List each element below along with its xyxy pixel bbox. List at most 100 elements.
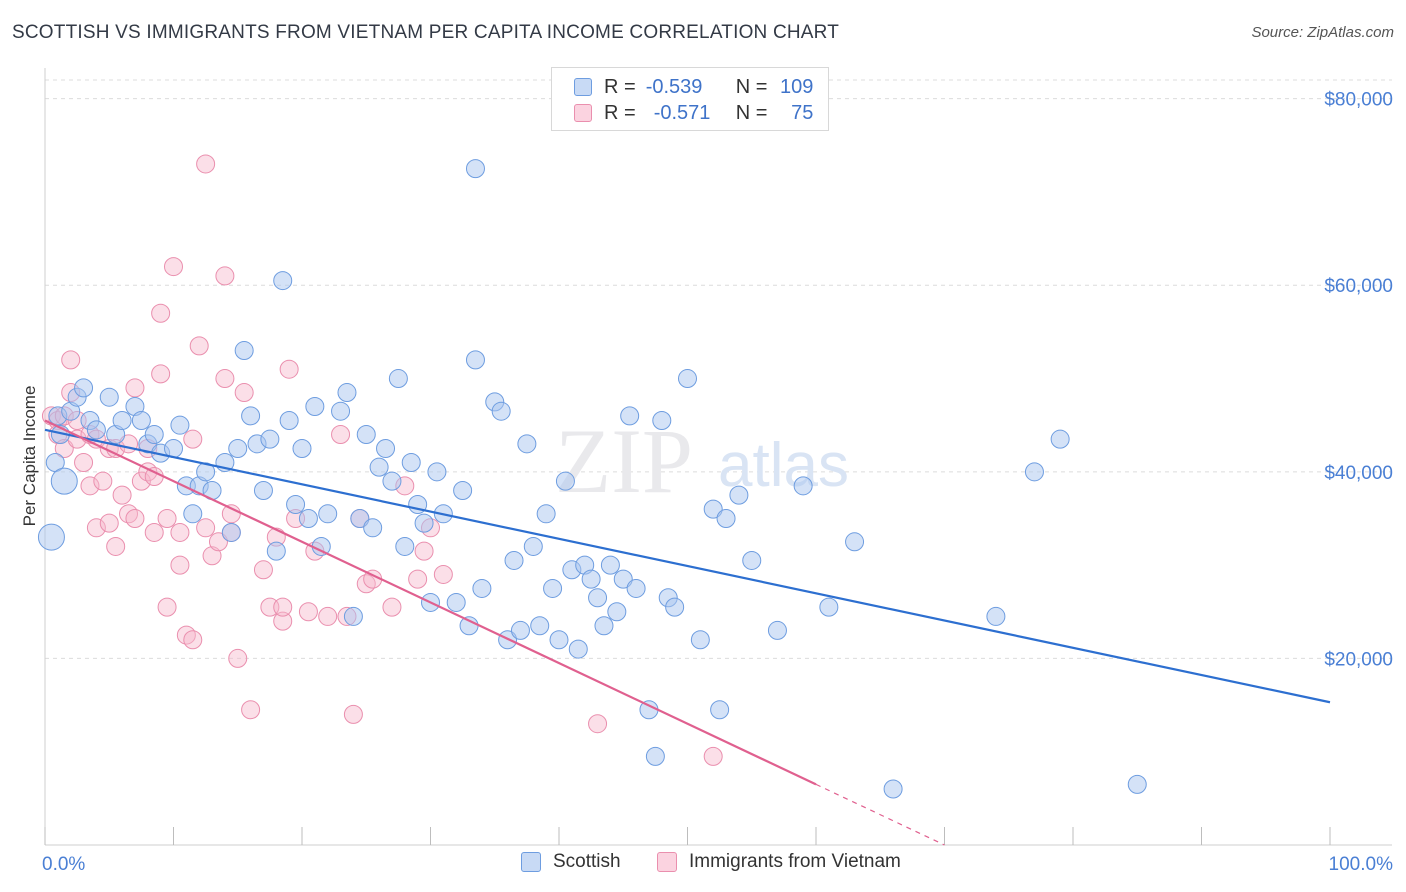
scottish-point — [690, 630, 710, 650]
scottish-point — [472, 578, 492, 598]
scottish-point — [665, 597, 685, 617]
scottish-point — [99, 387, 119, 407]
vietnam-point — [196, 154, 216, 174]
svg-text:ZIP: ZIP — [555, 410, 693, 512]
scottish-point — [318, 504, 338, 524]
axes — [44, 68, 1392, 846]
vietnam-point — [189, 336, 209, 356]
scottish-point — [331, 401, 351, 421]
y-tick-label: $20,000 — [1324, 649, 1393, 670]
scottish-point — [491, 401, 511, 421]
scottish-point — [742, 550, 762, 570]
legend-r-label: R = — [604, 75, 636, 98]
scottish-point — [376, 439, 396, 459]
legend-row-vietnam: R = -0.571 N = 75 — [574, 101, 813, 125]
scottish-point — [253, 480, 273, 500]
scottish-point — [652, 411, 672, 431]
x-tick-labels: 0.0% 100.0% — [42, 854, 1393, 875]
scottish-point — [74, 378, 94, 398]
scottish-point — [221, 522, 241, 542]
scottish-point — [607, 602, 627, 622]
scottish-point — [594, 616, 614, 636]
legend-item-vietnam[interactable]: Immigrants from Vietnam — [657, 851, 901, 873]
scottish-point — [549, 630, 569, 650]
vietnam-point — [588, 714, 608, 734]
vietnam-point — [151, 303, 171, 323]
scottish-point — [710, 700, 730, 720]
legend-item-scottish[interactable]: Scottish — [521, 851, 621, 873]
scottish-point — [343, 606, 363, 626]
chart-title: SCOTTISH VS IMMIGRANTS FROM VIETNAM PER … — [12, 22, 840, 43]
scottish-point — [1050, 429, 1070, 449]
y-tick-label: $40,000 — [1324, 463, 1393, 484]
scottish-point — [793, 476, 813, 496]
x-tick-label-max: 100.0% — [1329, 854, 1394, 875]
scottish-point — [883, 779, 903, 799]
vietnam-point — [80, 476, 100, 496]
scottish-point — [845, 532, 865, 552]
scottish-point — [260, 429, 280, 449]
scottish-point — [228, 439, 248, 459]
scottish-point — [144, 425, 164, 445]
scottish-point — [645, 746, 665, 766]
vietnam-point — [61, 350, 81, 370]
vietnam-point — [125, 508, 145, 528]
vietnam-point — [215, 369, 235, 389]
vietnam-point — [273, 597, 293, 617]
y-tick-label: $80,000 — [1324, 90, 1393, 111]
scottish-n-value: 109 — [780, 75, 814, 98]
scottish-point — [543, 578, 563, 598]
vietnam-point — [298, 602, 318, 622]
vietnam-point — [164, 257, 183, 277]
scottish-swatch — [574, 78, 592, 96]
vietnam-point — [228, 648, 248, 668]
scottish-swatch — [521, 852, 541, 872]
scottish-point — [446, 592, 466, 612]
zipatlas-watermark: ZIP atlas — [555, 410, 849, 512]
vietnam-point — [382, 597, 402, 617]
scottish-point — [266, 541, 286, 561]
vietnam-point — [331, 425, 351, 445]
scottish-point — [112, 411, 132, 431]
scottish-point — [530, 616, 550, 636]
scottish-point — [292, 439, 312, 459]
y-axis-label: Per Capita Income — [20, 386, 39, 527]
scottish-point — [350, 508, 370, 528]
vietnam-point — [183, 429, 203, 449]
vietnam-point — [157, 597, 177, 617]
scottish-point — [388, 369, 408, 389]
scottish-point — [986, 606, 1006, 626]
vietnam-point — [318, 606, 338, 626]
vietnam-point — [170, 522, 190, 542]
scottish-point — [131, 411, 151, 431]
scottish-r-value: -0.539 — [645, 75, 703, 98]
vietnam-point — [253, 560, 273, 580]
scottish-point — [286, 494, 306, 514]
legend-r-label: R = — [604, 101, 636, 124]
scottish-point — [86, 420, 106, 440]
vietnam-point — [86, 518, 106, 538]
vietnam-trend-extension — [815, 783, 945, 846]
scottish-point — [363, 518, 383, 538]
legend-n-label: N = — [735, 101, 768, 124]
vietnam-point — [208, 532, 228, 552]
vietnam-point — [196, 518, 216, 538]
scottish-point — [50, 467, 78, 495]
vietnam-point — [144, 522, 164, 542]
scottish-point — [453, 480, 473, 500]
vietnam-point — [202, 546, 222, 566]
scottish-point — [1127, 774, 1147, 794]
vietnam-point — [99, 513, 119, 533]
vietnam-point — [106, 536, 126, 556]
scottish-point — [555, 471, 575, 491]
legend-label-vietnam: Immigrants from Vietnam — [689, 851, 901, 872]
scottish-point — [37, 523, 65, 551]
scottish-point — [819, 597, 839, 617]
scottish-point — [703, 499, 723, 519]
scottish-point — [298, 508, 318, 528]
scottish-point — [465, 350, 485, 370]
scottish-point — [382, 471, 402, 491]
legend-row-scottish: R = -0.539 N = 109 — [574, 75, 813, 99]
correlation-legend: R = -0.539 N = 109 R = -0.571 N = 75 — [551, 67, 829, 131]
vietnam-point — [151, 364, 171, 384]
